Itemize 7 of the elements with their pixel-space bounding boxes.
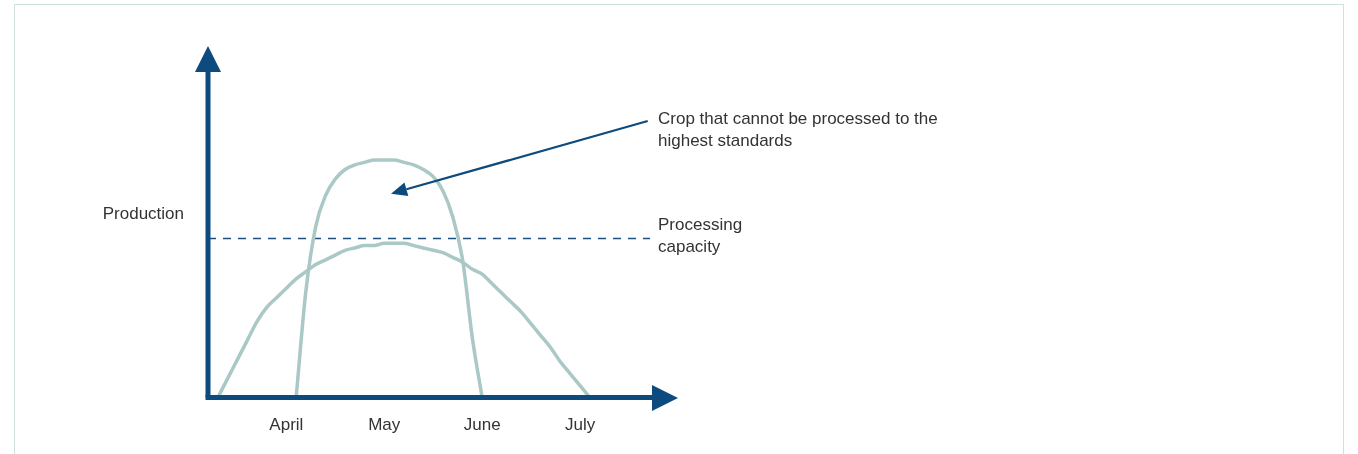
x-tick-label: July	[564, 415, 596, 435]
ref-line-label: Processing capacity	[658, 214, 743, 256]
x-tick-label: May	[368, 415, 401, 435]
y-axis-title: Production	[102, 204, 184, 224]
text: Crop that cannot be processed to the highest standards	[658, 109, 938, 151]
x-tick-label: April	[269, 415, 304, 435]
x-tick-label: June	[463, 415, 501, 435]
